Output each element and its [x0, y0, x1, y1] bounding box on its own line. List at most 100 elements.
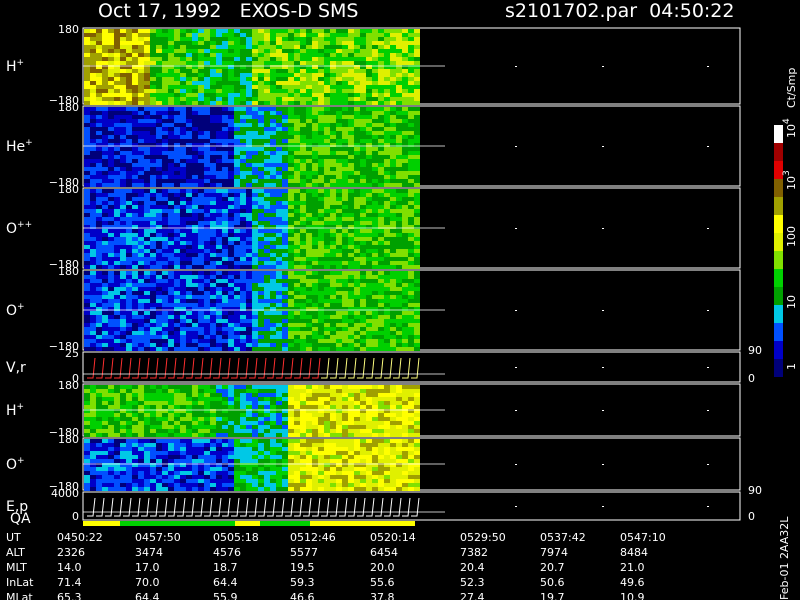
spectrogram-cell — [96, 197, 102, 201]
spectrogram-cell — [372, 279, 378, 283]
spectrogram-cell — [360, 331, 366, 335]
spectrogram-cell — [150, 217, 156, 221]
spectrogram-cell — [246, 299, 252, 303]
spectrogram-cell — [372, 319, 378, 323]
spectrogram-cell — [288, 65, 294, 69]
spectrogram-cell — [228, 127, 234, 131]
spectrogram-cell — [312, 229, 318, 233]
spectrogram-cell — [360, 193, 366, 197]
spectrogram-cell — [336, 33, 342, 37]
spectrogram-cell — [306, 97, 312, 101]
spectrogram-cell — [396, 175, 402, 179]
spectrogram-cell — [336, 179, 342, 183]
spectrogram-cell — [228, 425, 234, 429]
spectrogram-cell — [282, 197, 288, 201]
spectrogram-cell — [120, 45, 126, 49]
spectrogram-cell — [120, 33, 126, 37]
spectrogram-cell — [390, 233, 396, 237]
spectrogram-cell — [198, 131, 204, 135]
spectrogram-cell — [120, 335, 126, 339]
spectrogram-cell — [282, 291, 288, 295]
spectrogram-cell — [162, 131, 168, 135]
spectrogram-cell — [192, 253, 198, 257]
spectrogram-cell — [102, 97, 108, 101]
spectrogram-cell — [240, 33, 246, 37]
spectrogram-cell — [288, 393, 294, 397]
dot — [515, 146, 517, 147]
spectrogram-cell — [414, 123, 420, 127]
spectrogram-cell — [414, 61, 420, 65]
spectrogram-cell — [180, 217, 186, 221]
spectrogram-cell — [330, 57, 336, 61]
spectrogram-cell — [132, 283, 138, 287]
spectrogram-cell — [156, 167, 162, 171]
spectrogram-cell — [354, 93, 360, 97]
spectrogram-cell — [180, 189, 186, 193]
spectrogram-cell — [216, 97, 222, 101]
spectrogram-cell — [150, 389, 156, 393]
spectrogram-cell — [204, 33, 210, 37]
spectrogram-cell — [366, 265, 372, 269]
spectrogram-cell — [318, 311, 324, 315]
spectrogram-cell — [84, 123, 90, 127]
spectrogram-cell — [258, 429, 264, 433]
spectrogram-cell — [114, 131, 120, 135]
spectrogram-cell — [294, 53, 300, 57]
spectrogram-cell — [144, 155, 150, 159]
spectrogram-cell — [402, 233, 408, 237]
spectrogram-cell — [396, 85, 402, 89]
spectrogram-cell — [276, 49, 282, 53]
spectrogram-cell — [84, 41, 90, 45]
spectrogram-cell — [102, 33, 108, 37]
spectrogram-cell — [138, 49, 144, 53]
spectrogram-cell — [396, 147, 402, 151]
spectrogram-cell — [378, 279, 384, 283]
spectrogram-cell — [288, 429, 294, 433]
spectrogram-cell — [372, 221, 378, 225]
spectrogram-cell — [342, 245, 348, 249]
spectrogram-cell — [228, 159, 234, 163]
spectrogram-cell — [132, 155, 138, 159]
spectrogram-cell — [342, 343, 348, 347]
spectrogram-cell — [282, 287, 288, 291]
spectrogram-cell — [246, 189, 252, 193]
spectrogram-cell — [294, 397, 300, 401]
spectrogram-cell — [402, 261, 408, 265]
spectrogram-cell — [168, 201, 174, 205]
spectrogram-cell — [390, 115, 396, 119]
spectrogram-cell — [222, 401, 228, 405]
spectrogram-cell — [102, 61, 108, 65]
spectrogram-cell — [378, 89, 384, 93]
spectrogram-cell — [174, 111, 180, 115]
spectrogram-cell — [354, 135, 360, 139]
spectrogram-cell — [222, 41, 228, 45]
spectrogram-cell — [252, 417, 258, 421]
spectrogram-cell — [168, 139, 174, 143]
spectrogram-cell — [258, 249, 264, 253]
spectrogram-cell — [138, 347, 144, 351]
spectrogram-cell — [396, 49, 402, 53]
spectrogram-cell — [198, 261, 204, 265]
spectrogram-cell — [288, 299, 294, 303]
spectrogram-cell — [300, 69, 306, 73]
spectrogram-cell — [270, 425, 276, 429]
spectrogram-cell — [408, 89, 414, 93]
spectrogram-cell — [342, 241, 348, 245]
spectrogram-cell — [336, 183, 342, 187]
spectrogram-cell — [192, 41, 198, 45]
spectrogram-cell — [144, 97, 150, 101]
spectrogram-cell — [246, 335, 252, 339]
spectrogram-cell — [126, 151, 132, 155]
spectrogram-cell — [372, 131, 378, 135]
spectrogram-cell — [90, 279, 96, 283]
spectrogram-cell — [210, 385, 216, 389]
spectrogram-cell — [162, 393, 168, 397]
spectrogram-cell — [246, 225, 252, 229]
vector — [213, 357, 222, 379]
spectrogram-cell — [162, 49, 168, 53]
spectrogram-cell — [234, 229, 240, 233]
spectrogram-cell — [300, 197, 306, 201]
spectrogram-cell — [228, 433, 234, 437]
spectrogram-cell — [108, 151, 114, 155]
spectrogram-cell — [240, 201, 246, 205]
